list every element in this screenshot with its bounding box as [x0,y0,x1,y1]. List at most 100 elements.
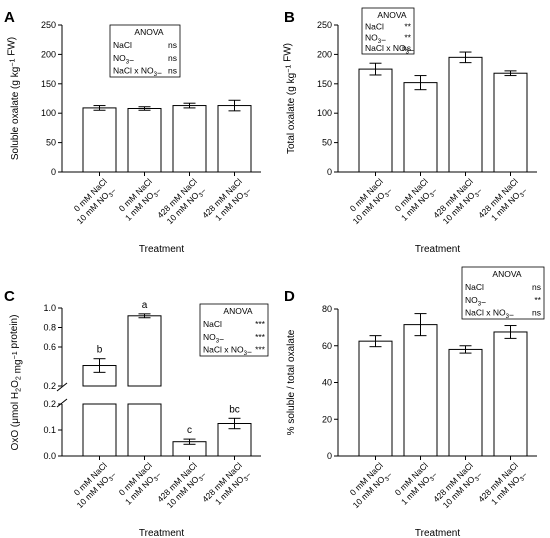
panel-b-label: B [284,9,295,26]
panel-a-category-label-2: 428 mM NaCl10 mM NO3− [155,176,208,229]
panel-b-bar-3 [493,72,528,173]
panel-c-y-tick-label-lower-1: 0.1 [43,425,56,435]
panel-d-y-tick-label-1: 20 [322,414,332,424]
panel-b: B 0 50 100 150 200 250 Total oxalate (g kg−1 FW… [283,7,537,255]
panel-c-anova-term-0: NaCl [203,319,222,329]
panel-a-category-label-1: 0 mM NaCl1 mM NO3− [115,176,163,224]
panel-d-category-label-2: 428 mM NaCl10 mM NO3− [431,460,484,513]
panel-a-anova-sig-2: ns [168,65,177,75]
panel-d-anova-sig-1: ** [534,295,541,305]
panel-c-anova-sig-1: *** [255,332,266,342]
panel-a-anova-sig-0: ns [168,40,177,50]
panel-c-sig-letter-3: bc [229,404,240,415]
panel-c-category-label-0: 0 mM NaCl10 mM NO3− [67,460,119,512]
panel-d-y-tick-label-0: 0 [327,451,332,461]
panel-b-anova-term-0: NaCl [365,22,384,32]
panel-c-y-tick-label-upper-0: 0.2 [43,381,56,391]
panel-a-y-axis-label: Soluble oxalate (g kg−1 FW) [7,37,22,160]
panel-a-bar-2 [172,105,207,173]
panel-a-category-label-0: 0 mM NaCl10 mM NO3− [67,176,119,228]
panel-a-label: A [4,9,15,26]
panel-c-y-axis-label: OxO (μmol H2O2 mg−1 protein) [9,315,24,451]
panel-c-anova-sig-2: *** [255,344,266,354]
panel-d-label: D [284,288,295,305]
panel-d-category-label-3: 428 mM NaCl1 mM NO3− [476,460,529,513]
panel-b-anova-sig-0: ** [404,22,411,32]
panel-c-y-tick-label-upper-2: 0.8 [43,323,56,333]
panel-d-y-tick-label-4: 80 [322,304,332,314]
panel-c-y-tick-label-lower-0: 0.0 [43,451,56,461]
panel-d-bar-2 [448,348,483,457]
panel-c-category-label-3: 428 mM NaCl1 mM NO3− [200,460,253,513]
panel-d-y-tick-label-2: 40 [322,378,332,388]
panel-a-y-tick-label-3: 150 [41,79,56,89]
panel-c-anova-sig-0: *** [255,319,266,329]
panel-b-y-axis-label: Total oxalate (g kg−1 FW) [283,43,298,154]
panel-b-bar-2 [448,56,483,173]
panel-c-bar-1-upper [127,315,162,387]
panel-c-anova-term-1: NO3− [203,332,224,345]
panel-a-y-tick-label-4: 200 [41,49,56,59]
panel-d-anova-sig-2: ns [532,307,541,317]
panel-b-y-tick-label-5: 250 [317,20,332,30]
panel-b-bar-1 [403,82,438,173]
panel-b-category-label-2: 428 mM NaCl10 mM NO3− [431,176,484,229]
panel-c-sig-letter-1: a [142,300,148,311]
panel-c-x-axis-label: Treatment [139,528,184,538]
panel-c-bar-1-lower [127,403,162,457]
panel-d-category-label-0: 0 mM NaCl10 mM NO3− [343,460,395,512]
panel-a-anova-term-2: NaCl x NO3− [113,65,162,78]
panel-d-x-axis-label: Treatment [415,528,460,538]
panel-b-anova-sig-1: ** [404,32,411,42]
panel-b-category-label-1: 0 mM NaCl1 mM NO3− [391,176,439,224]
panel-b-y-tick-label-1: 50 [322,138,332,148]
panel-c-y-tick-label-upper-1: 0.6 [43,342,56,352]
panel-c-label: C [4,288,15,305]
panel-d-y-axis-label: % soluble / total oxalate [286,329,297,435]
panel-d-bar-1 [403,324,438,457]
panel-b-bar-0 [358,68,393,173]
panel-c-sig-letter-2: c [187,425,192,436]
panel-d-y-tick-label-3: 60 [322,341,332,351]
panel-a-anova-box [109,24,181,78]
panel-b-x-axis-label: Treatment [415,244,460,255]
panel-c-y-tick-label-upper-3: 1.0 [43,303,56,313]
panel-c-y-tick-label-lower-2: 0.2 [43,399,56,409]
panel-d-anova-term-0: NaCl [465,282,484,292]
panel-c-anova-title: ANOVA [223,306,252,316]
panel-d-category-label-1: 0 mM NaCl1 mM NO3− [391,460,439,508]
panel-a-anova-term-1: NO3− [113,53,134,66]
panel-a: A 0 50 100 150 200 250 Soluble oxalate (g kg−1 … [4,9,261,255]
panel-c: C 0.0 0.1 0.2 0.2 0.6 0.8 1.0 OxO (μmol H2O2 mg−… [4,288,269,538]
panel-b-y-tick-label-0: 0 [327,167,332,177]
panel-a-bar-1 [127,107,162,173]
panel-c-anova-box [199,303,269,357]
panel-a-anova-sig-1: ns [168,53,177,63]
panel-b-category-label-3: 428 mM NaCl1 mM NO3− [476,176,529,229]
panel-c-anova-term-2: NaCl x NO3− [203,344,252,357]
panel-a-y-tick-label-1: 50 [46,138,56,148]
panel-b-y-tick-label-3: 150 [317,79,332,89]
panel-b-y-tick-label-4: 200 [317,49,332,59]
panel-b-anova-box [361,7,415,55]
panel-d-bar-3 [493,331,528,457]
panel-c-category-label-2: 428 mM NaCl10 mM NO3− [155,460,208,513]
panel-c-sig-letter-0: b [97,345,103,356]
panel-a-anova-term-0: NaCl [113,40,132,50]
panel-d-anova-term-1: NO3− [465,295,486,308]
panel-b-anova-sig-2: ns [402,43,411,53]
panel-b-anova-title: ANOVA [377,10,406,20]
panel-d-anova-term-2: NaCl x NO3− [465,307,514,320]
panel-a-category-label-3: 428 mM NaCl1 mM NO3− [200,176,253,229]
panel-a-y-tick-label-0: 0 [51,167,56,177]
panel-c-category-label-1: 0 mM NaCl1 mM NO3− [115,460,163,508]
panel-b-y-tick-label-2: 100 [317,108,332,118]
panel-a-bar-3 [217,105,252,173]
panel-a-x-axis-label: Treatment [139,244,184,255]
panel-a-anova-title: ANOVA [134,27,163,37]
panel-c-axis-break-lower [56,398,68,408]
panel-c-bar-0-lower [82,403,117,457]
panel-d-anova-title: ANOVA [492,269,521,279]
panel-d-anova-sig-0: ns [532,282,541,292]
